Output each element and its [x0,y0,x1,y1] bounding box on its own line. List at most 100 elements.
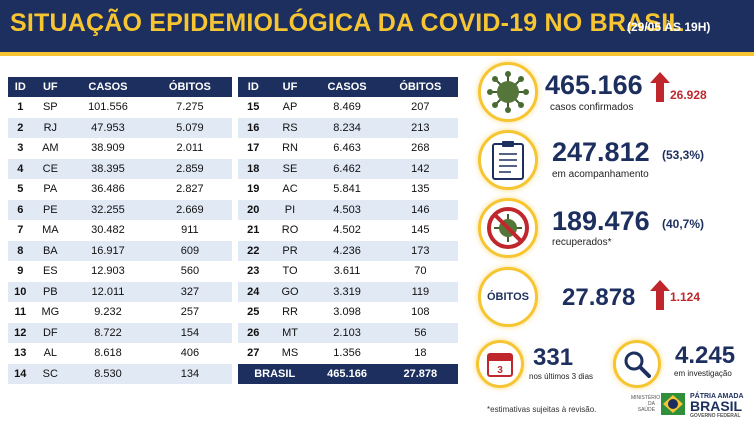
row-cases: 38.395 [68,158,148,179]
deaths-increase: 1.124 [670,290,701,304]
table-row: 22 PR 4.236 173 [238,240,458,261]
calendar-icon-circle: 3 [476,340,524,388]
table-row: 10 PB 12.011 327 [8,281,232,302]
confirmed-increase: 26.928 [670,88,707,102]
row-deaths: 207 [411,101,430,114]
row-id: 11 [14,306,27,319]
table-row: 12 DF 8.722 154 [8,322,232,343]
table-row: 27 MS 1.356 18 [238,343,458,364]
row-cases: 8.234 [311,117,383,138]
row-uf: AP [282,101,298,114]
row-deaths: 173 [382,240,458,261]
clipboard-icon [492,141,524,180]
row-deaths: 70 [414,265,427,278]
row-cases: 9.232 [94,306,122,319]
row-uf: SP [42,101,58,114]
row-deaths: 268 [411,142,430,155]
row-uf: MS [281,347,299,360]
row-id: 6 [8,199,33,220]
row-id: 1 [17,101,24,114]
row-uf: AM [42,142,59,155]
table-row: 13 AL 8.618 406 [8,343,232,364]
column-header: ID [238,77,269,97]
table-row: 17 RN 6.463 268 [238,138,458,159]
row-cases: 36.486 [91,183,125,196]
table-row: 5 PA 36.486 2.827 [8,179,232,200]
row-cases: 6.462 [311,158,383,179]
row-id: 8 [8,240,33,261]
row-uf: PA [43,183,58,196]
magnifier-icon [624,351,651,378]
table-row: 24 GO 3.319 119 [238,281,458,302]
table-row: 8 BA 16.917 609 [8,240,232,261]
row-deaths: 257 [180,306,200,319]
column-header: CASOS [311,77,383,97]
row-cases: 3.611 [333,265,361,278]
confirmed-cases-label: casos confirmados [550,102,634,113]
row-id: 19 [247,183,260,196]
row-id: 4 [8,158,33,179]
table-row: 6 PE 32.255 2.669 [8,199,232,220]
virus-icon [487,71,529,113]
footnote: *estimativas sujeitas à revisão. [487,405,597,414]
calendar-icon: 3 [487,353,513,377]
row-uf: SE [268,158,312,179]
table-row: 15 AP 8.469 207 [238,97,458,118]
row-deaths: 134 [147,363,232,384]
row-id: 25 [247,306,260,319]
row-cases: 4.503 [311,199,383,220]
row-cases: 12.011 [68,281,148,302]
monitoring-label: em acompanhamento [552,169,649,180]
row-deaths: 5.079 [147,117,232,138]
row-cases: 8.722 [68,322,148,343]
ministry-label: MINISTÉRIO DA SAÚDE [631,395,661,413]
row-deaths: 108 [411,306,430,319]
brazil-flag-icon [661,393,685,415]
calendar-day: 3 [497,365,503,376]
table-row: 18 SE 6.462 142 [238,158,458,179]
row-deaths: 119 [382,281,458,302]
row-id: 12 [8,322,33,343]
investigation-label: em investigação [674,369,732,378]
row-deaths: 56 [382,322,458,343]
row-uf: RR [282,306,298,319]
row-cases: 8.618 [94,347,122,360]
row-uf: AL [43,347,58,360]
table-row: 14 SC 8.530 134 [8,363,232,384]
row-deaths: 135 [411,183,430,196]
no-virus-icon-circle [478,198,538,258]
row-cases: 3.319 [311,281,383,302]
recovered-label: recuperados* [552,237,612,248]
row-cases: 8.469 [333,101,361,114]
row-id: 14 [8,363,33,384]
row-deaths: 142 [382,158,458,179]
row-deaths: 2.859 [147,158,232,179]
row-cases: 1.356 [333,347,361,360]
row-cases: 38.909 [91,142,125,155]
row-cases: 2.103 [311,322,383,343]
table-row: 25 RR 3.098 108 [238,302,458,323]
row-id: 15 [247,101,260,114]
row-deaths: 18 [414,347,427,360]
row-uf: RS [268,117,312,138]
row-id: 21 [247,224,260,237]
table-row: 20 PI 4.503 146 [238,199,458,220]
row-cases: 8.530 [68,363,148,384]
row-deaths: 609 [147,240,232,261]
table-row: 2 RJ 47.953 5.079 [8,117,232,138]
recovered-value: 189.476 [552,206,650,236]
row-uf: PE [32,199,69,220]
row-deaths: 327 [147,281,232,302]
table-row: 4 CE 38.395 2.859 [8,158,232,179]
row-uf: MA [42,224,59,237]
header-bar: SITUAÇÃO EPIDEMIOLÓGICA DA COVID-19 NO B… [0,0,754,52]
row-uf: CE [32,158,69,179]
row-cases: 47.953 [68,117,148,138]
row-uf: DF [32,322,69,343]
row-uf: AC [282,183,298,196]
row-cases: 5.841 [333,183,361,196]
row-id: 9 [17,265,24,278]
row-uf: PR [268,240,312,261]
row-cases: 30.482 [91,224,125,237]
row-cases: 101.556 [88,101,128,114]
